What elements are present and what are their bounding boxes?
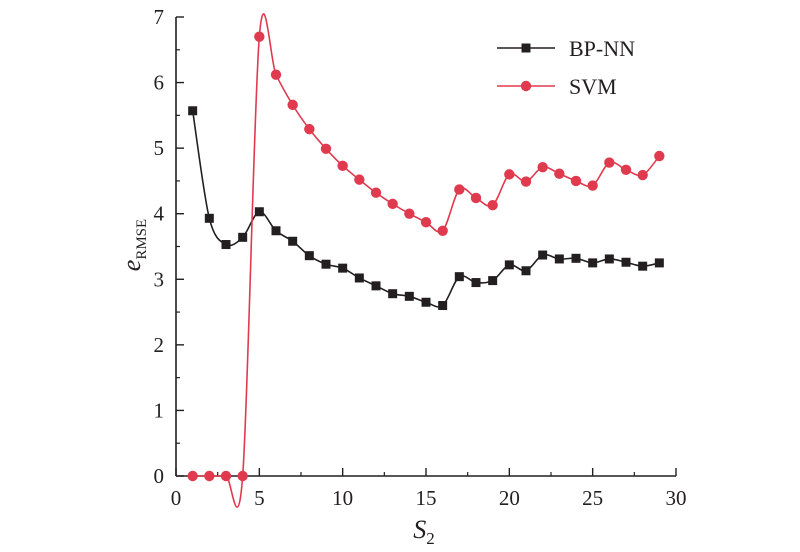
data-point-bp-nn: [271, 226, 281, 236]
data-point-bp-nn: [571, 253, 581, 263]
legend-item-bp-nn: BP-NN: [497, 36, 635, 61]
data-point-bp-nn: [304, 251, 314, 261]
x-tick-label: 25: [582, 486, 603, 510]
data-point-svm: [270, 69, 282, 80]
y-tick-label: 7: [154, 5, 165, 29]
data-point-bp-nn: [438, 301, 448, 311]
data-point-bp-nn: [554, 254, 564, 264]
data-point-svm: [320, 143, 332, 154]
series-bp-nn: [188, 106, 664, 311]
data-point-svm: [504, 169, 515, 180]
data-point-svm: [487, 199, 498, 211]
data-point-svm: [354, 174, 365, 185]
data-point-svm: [287, 99, 298, 111]
data-point-svm: [220, 470, 232, 482]
data-point-svm: [387, 198, 398, 210]
data-point-bp-nn: [654, 258, 664, 268]
series-svm: [187, 13, 665, 508]
y-tick-label: 4: [154, 202, 165, 226]
x-tick-label: 10: [332, 486, 353, 510]
data-point-bp-nn: [354, 273, 364, 283]
ticks: 0 5 10 15 20 25 30 0 1 2 3 4 5 6 7: [154, 5, 687, 510]
data-point-bp-nn: [238, 232, 248, 242]
y-tick-label: 2: [154, 333, 165, 357]
x-tick-label: 0: [171, 486, 182, 510]
data-point-bp-nn: [638, 261, 648, 271]
series-layer: [187, 13, 665, 508]
data-point-svm: [537, 161, 548, 173]
x-tick-label: 15: [416, 486, 437, 510]
data-point-svm: [370, 187, 382, 198]
data-point-svm: [204, 470, 215, 482]
legend-label-bp-nn: BP-NN: [569, 36, 635, 61]
data-point-bp-nn: [288, 236, 298, 246]
y-tick-label: 5: [154, 136, 165, 160]
data-point-bp-nn: [538, 250, 548, 260]
legend: BP-NN SVM: [497, 36, 635, 99]
data-point-bp-nn: [521, 266, 531, 276]
data-point-svm: [620, 164, 632, 175]
data-point-svm: [304, 123, 315, 135]
data-point-svm: [604, 157, 615, 168]
data-point-bp-nn: [404, 291, 414, 301]
data-point-bp-nn: [321, 259, 331, 269]
x-axis-label: S2: [413, 515, 435, 548]
legend-item-svm: SVM: [497, 74, 617, 99]
data-point-svm: [554, 168, 565, 179]
x-tick-label: 20: [499, 486, 520, 510]
data-point-bp-nn: [221, 240, 231, 250]
data-point-svm: [437, 225, 448, 236]
y-tick-label: 0: [154, 464, 165, 488]
data-point-bp-nn: [188, 106, 198, 116]
data-point-svm: [520, 176, 532, 187]
data-point-bp-nn: [471, 278, 481, 288]
legend-label-svm: SVM: [569, 74, 617, 99]
data-point-bp-nn: [371, 281, 381, 291]
data-point-svm: [587, 180, 598, 191]
data-point-svm: [570, 175, 582, 187]
data-point-svm: [337, 160, 348, 172]
y-tick-label: 1: [154, 398, 165, 422]
data-point-svm: [404, 208, 415, 219]
data-point-bp-nn: [454, 272, 464, 282]
data-point-bp-nn: [204, 213, 214, 223]
x-tick-label: 5: [254, 486, 265, 510]
data-point-bp-nn: [254, 207, 264, 217]
data-point-svm: [470, 192, 482, 204]
data-point-bp-nn: [504, 260, 514, 270]
data-point-svm: [637, 169, 648, 181]
legend-marker-bp-nn: [521, 43, 531, 53]
data-point-bp-nn: [421, 297, 431, 307]
data-point-svm: [454, 184, 465, 195]
data-point-svm: [254, 31, 265, 42]
data-point-svm: [420, 217, 432, 228]
y-tick-label: 3: [154, 267, 165, 291]
data-point-svm: [237, 470, 248, 482]
data-point-bp-nn: [588, 258, 598, 268]
data-point-svm: [654, 150, 665, 162]
legend-marker-svm: [520, 80, 532, 92]
y-tick-label: 6: [154, 71, 165, 95]
data-point-bp-nn: [621, 257, 631, 267]
data-point-svm: [187, 470, 198, 482]
x-tick-label: 30: [666, 486, 687, 510]
data-point-bp-nn: [338, 263, 348, 273]
data-point-bp-nn: [488, 276, 498, 286]
y-axis-label: eRMSE: [117, 219, 150, 271]
data-point-bp-nn: [604, 254, 614, 264]
data-point-bp-nn: [388, 289, 398, 299]
